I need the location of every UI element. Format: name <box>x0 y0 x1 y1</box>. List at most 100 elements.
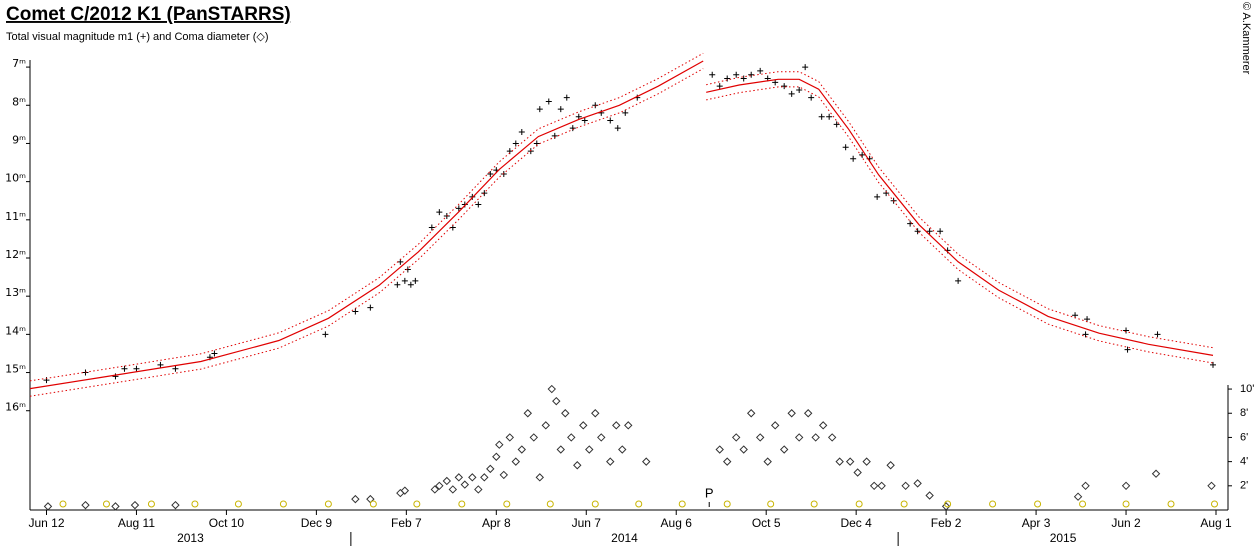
coma-point <box>1121 481 1131 491</box>
coma-point <box>535 473 544 482</box>
magnitude-point <box>757 67 764 74</box>
coma-point <box>862 457 871 466</box>
magnitude-point <box>709 71 716 78</box>
coma-point <box>547 384 556 394</box>
y-tick-label: 14ᵐ <box>5 324 26 337</box>
magnitude-point <box>412 277 419 284</box>
year-label: 2014 <box>611 531 638 545</box>
magnitude-point <box>772 79 779 86</box>
coma-point <box>886 461 895 470</box>
coma-point <box>739 445 748 454</box>
y-tick-label: 16ᵐ <box>5 401 26 414</box>
coma-point <box>430 485 440 494</box>
coma-point <box>448 485 458 494</box>
magnitude-point <box>842 144 849 151</box>
coma-point <box>468 473 477 482</box>
magnitude-point <box>592 102 599 109</box>
coma-point <box>454 473 464 482</box>
moon-marker <box>369 500 377 508</box>
year-label: 2013 <box>177 531 204 545</box>
moon-marker <box>944 500 952 508</box>
coma-point <box>511 457 521 466</box>
coma-point <box>474 485 483 494</box>
coma-point <box>523 409 532 418</box>
magnitude-point <box>716 83 723 90</box>
moon-marker <box>989 500 997 508</box>
coma-point <box>845 457 855 466</box>
coma-point <box>1151 469 1161 478</box>
year-label: 2015 <box>1050 531 1077 545</box>
coma-point <box>1073 492 1083 501</box>
moon-marker <box>413 500 421 508</box>
coma-point <box>400 486 410 495</box>
magnitude-point <box>551 132 558 139</box>
magnitude-point <box>607 117 614 124</box>
magnitude-point <box>1210 361 1217 368</box>
x-tick-label: Jun 2 <box>1111 516 1141 530</box>
magnitude-point <box>428 224 435 231</box>
annotation: P <box>705 485 714 500</box>
magnitude-point <box>859 151 866 158</box>
magnitude-point <box>796 87 803 93</box>
coma-point <box>715 445 724 454</box>
magnitude-point <box>1124 346 1131 353</box>
moon-marker <box>1122 500 1130 508</box>
magnitude-point <box>563 94 570 101</box>
magnitude-point <box>850 155 857 162</box>
magnitude-point <box>1084 316 1091 323</box>
magnitude-point <box>1082 331 1089 338</box>
x-tick-label: Oct 5 <box>752 516 781 530</box>
magnitude-point <box>157 361 164 368</box>
x-tick-label: Feb 2 <box>931 516 962 530</box>
coma-point <box>811 433 820 442</box>
moon-marker <box>900 500 908 508</box>
x-tick-label: Apr 3 <box>1022 516 1051 530</box>
coma-point <box>351 494 360 504</box>
coma-point <box>606 457 615 466</box>
magnitude-point <box>740 75 747 82</box>
chart-title: Comet C/2012 K1 (PanSTARRS) <box>6 4 291 25</box>
coma-point <box>460 480 470 489</box>
magnitude-point <box>818 113 825 120</box>
moon-marker <box>1079 500 1087 508</box>
moon-marker <box>279 500 287 508</box>
chart-subtitle: Total visual magnitude m1 (+) and Coma d… <box>6 31 269 43</box>
coma-point <box>763 457 772 466</box>
magnitude-point <box>733 71 740 78</box>
coma-point <box>499 470 509 480</box>
coma-point <box>803 409 813 418</box>
moon-marker <box>591 500 599 508</box>
coma-point <box>552 396 561 406</box>
coma-point <box>541 421 550 430</box>
magnitude-point <box>172 365 179 372</box>
y-tick-label: 10ᵐ <box>5 172 26 185</box>
coma-point <box>731 433 741 442</box>
magnitude-point <box>781 83 788 90</box>
coma-point <box>853 468 862 477</box>
magnitude-point <box>211 350 218 357</box>
magnitude-point <box>557 106 564 113</box>
magnitude-point <box>404 266 411 273</box>
coma-point <box>869 481 879 491</box>
fit-line <box>29 60 1214 390</box>
moon-marker <box>458 500 466 508</box>
coma-point <box>901 481 910 491</box>
x-tick-label: Feb 7 <box>391 516 422 530</box>
magnitude-point <box>914 228 921 235</box>
coma-point <box>597 433 606 442</box>
moon-marker <box>503 500 511 508</box>
coma-point <box>111 502 120 511</box>
y-tick-label: 15ᵐ <box>5 363 26 376</box>
coma-point <box>624 421 633 430</box>
moon-marker <box>191 500 199 508</box>
coma-point <box>492 452 501 461</box>
y2-tick-label: 10' <box>1240 383 1254 395</box>
x-tick-label: Jun 12 <box>28 516 64 530</box>
magnitude-point <box>401 277 408 284</box>
magnitude-point <box>536 106 543 113</box>
y2-tick-label: 2' <box>1240 480 1248 492</box>
magnitude-point <box>575 113 582 120</box>
x-tick-label: Dec 4 <box>840 516 872 530</box>
